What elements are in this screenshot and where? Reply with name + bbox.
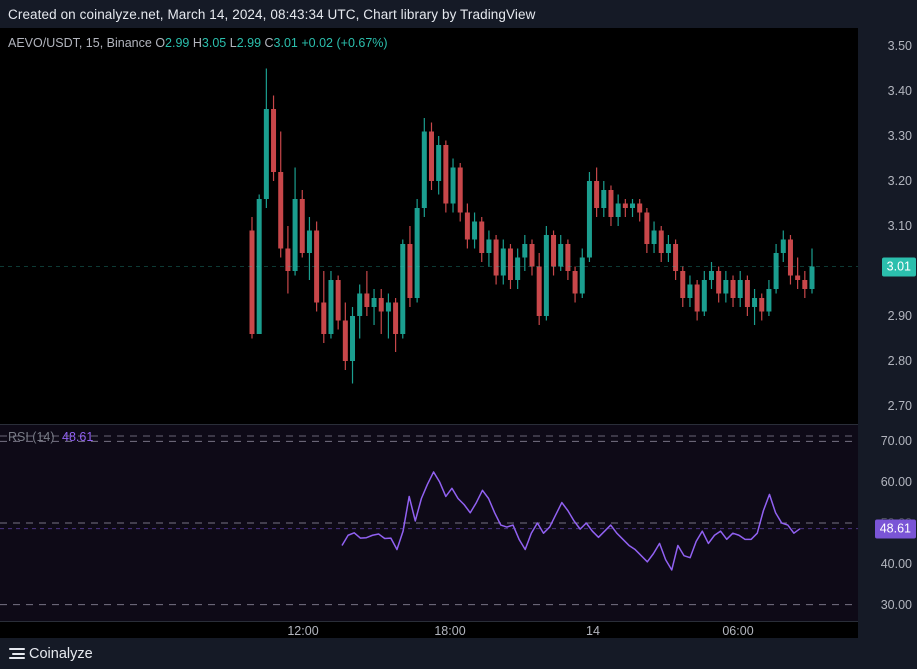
legend-open-value: 2.99: [165, 36, 190, 50]
rsi-pane[interactable]: RSI (14) 48.61: [0, 425, 858, 621]
legend-change-percent: (+0.67%): [336, 36, 388, 50]
price-axis-tick: 3.10: [887, 219, 912, 233]
price-pane[interactable]: AEVO/USDT, 15, Binance O2.99 H3.05 L2.99…: [0, 28, 858, 424]
legend-change: +0.02: [301, 36, 334, 50]
rsi-axis-tick: 60.00: [880, 475, 912, 490]
legend-close-label: C: [264, 36, 274, 50]
attribution-bar: Created on coinalyze.net, March 14, 2024…: [0, 0, 917, 28]
legend-open-label: O: [155, 36, 166, 50]
price-axis-tick: 3.50: [887, 39, 912, 53]
price-axis-tick: 3.40: [887, 84, 912, 98]
legend-low-value: 2.99: [236, 36, 262, 50]
chart-area: AEVO/USDT, 15, Binance O2.99 H3.05 L2.99…: [0, 28, 917, 639]
time-axis-tick: 14: [586, 624, 600, 638]
price-axis[interactable]: 3.50 3.40 3.30 3.20 3.10 2.90 2.80 2.70 3.01 70.0…: [858, 28, 917, 638]
price-axis-tick: 2.90: [887, 309, 912, 323]
attribution-text: Created on coinalyze.net, March 14, 2024…: [8, 6, 536, 22]
last-price-badge: 3.01: [881, 257, 916, 276]
price-axis-tick: 2.70: [887, 399, 912, 413]
rsi-indicator-value: 48.61: [62, 430, 94, 444]
candlestick-series: [0, 68, 858, 384]
price-legend: AEVO/USDT, 15, Binance O2.99 H3.05 L2.99…: [8, 36, 388, 50]
time-axis-tick: 18:00: [434, 624, 466, 638]
time-axis-tick: 06:00: [722, 624, 754, 638]
coinalyze-logo[interactable]: Coinalyze: [0, 646, 93, 662]
legend-high-value: 3.05: [201, 36, 227, 50]
legend-low-label: L: [229, 36, 237, 50]
legend-close-value: 3.01: [273, 36, 298, 50]
price-axis-tick: 2.80: [887, 354, 912, 368]
rsi-indicator-name[interactable]: RSI (14): [8, 430, 55, 444]
rsi-series: [0, 435, 858, 606]
price-axis-tick: 3.30: [887, 129, 912, 143]
rsi-axis-tick: 70.00: [880, 434, 912, 449]
pane-divider: [0, 424, 858, 425]
rsi-axis-tick: 30.00: [880, 597, 912, 612]
price-axis-tick: 3.20: [887, 174, 912, 188]
footer-bar: Coinalyze: [0, 638, 917, 669]
hamburger-lines-icon: [9, 646, 25, 662]
rsi-axis-tick: 40.00: [880, 556, 912, 571]
rsi-value-badge: 48.61: [874, 519, 916, 539]
legend-high-label: H: [192, 36, 202, 50]
brand-name: Coinalyze: [29, 645, 93, 662]
time-axis-tick: 12:00: [287, 624, 319, 638]
time-axis[interactable]: 12:00 18:00 14 06:00: [0, 621, 858, 639]
rsi-legend: RSI (14) 48.61: [8, 430, 93, 444]
legend-symbol[interactable]: AEVO/USDT, 15, Binance: [8, 36, 152, 50]
